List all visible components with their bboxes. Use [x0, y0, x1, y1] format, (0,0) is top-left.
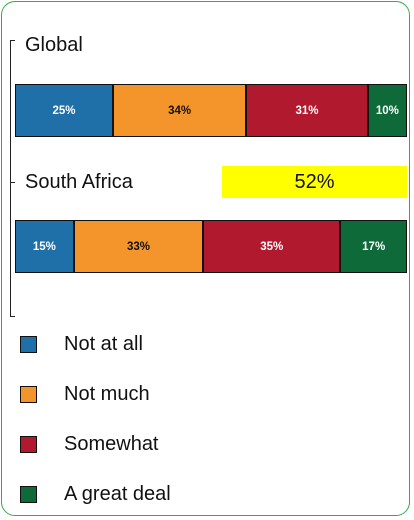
data-label: 35% — [260, 240, 284, 253]
legend-swatch — [20, 335, 37, 353]
bar-segment-a-great-deal: 10% — [367, 84, 407, 137]
axis-tick — [10, 40, 15, 41]
category-label-south-africa: South Africa — [25, 171, 133, 193]
chart-frame — [1, 1, 410, 516]
data-label: 31% — [295, 104, 319, 117]
legend-item: A great deal — [20, 483, 171, 505]
legend-swatch — [20, 385, 37, 403]
legend-item: Not at all — [20, 333, 143, 355]
data-label: 10% — [375, 104, 399, 117]
highlight-annotation: 52% — [222, 166, 407, 198]
category-label-global: Global — [25, 34, 83, 56]
axis-tick — [10, 182, 15, 183]
data-label: 25% — [52, 104, 76, 117]
axis-tick — [10, 316, 15, 317]
legend-label: Not at all — [64, 332, 143, 355]
bar-segment-a-great-deal: 17% — [340, 220, 407, 273]
legend-label: Not much — [64, 382, 150, 405]
bar-segment-not-much: 33% — [73, 220, 204, 273]
bar-segment-somewhat: 31% — [246, 84, 368, 137]
data-label: 15% — [32, 240, 56, 253]
legend-item: Somewhat — [20, 433, 159, 455]
data-label: 17% — [362, 240, 386, 253]
bar-segment-not-at-all: 15% — [15, 220, 74, 273]
data-label: 34% — [168, 104, 192, 117]
bar-segment-not-much: 34% — [113, 84, 247, 137]
legend-swatch — [20, 485, 37, 503]
bar-segment-not-at-all: 25% — [15, 84, 113, 137]
legend-label: Somewhat — [64, 432, 159, 455]
bar-segment-somewhat: 35% — [203, 220, 341, 273]
category-axis-line — [10, 40, 11, 316]
legend-label: A great deal — [64, 482, 171, 505]
legend-swatch — [20, 435, 37, 453]
data-label: 33% — [126, 240, 150, 253]
legend-item: Not much — [20, 383, 150, 405]
